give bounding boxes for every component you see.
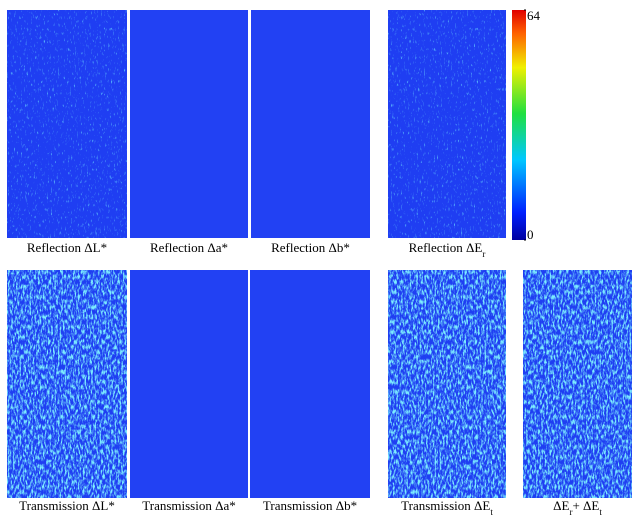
caption-part: Reflection ΔL* xyxy=(27,240,107,255)
image-panel xyxy=(130,270,248,498)
caption-part: Reflection Δa* xyxy=(150,240,228,255)
panel-background xyxy=(130,10,248,238)
panel-caption: Reflection ΔEr xyxy=(409,240,486,259)
image-panel xyxy=(523,270,632,498)
caption-part: Transmission ΔE xyxy=(401,498,490,513)
image-panel xyxy=(250,270,370,498)
panel-caption: Transmission ΔEt xyxy=(401,498,493,517)
panel-caption: Transmission Δa* xyxy=(142,498,235,513)
panel-texture xyxy=(388,270,506,498)
colorbar-label: 0 xyxy=(527,227,534,242)
caption-part: Transmission Δb* xyxy=(263,498,357,513)
panel-texture xyxy=(130,10,248,238)
panel-texture xyxy=(523,270,632,498)
caption-part: ΔE xyxy=(553,498,569,513)
panel-texture xyxy=(388,10,506,238)
panel-texture xyxy=(130,270,248,498)
image-panel xyxy=(7,270,127,498)
image-panel xyxy=(251,10,370,238)
caption-part: + ΔE xyxy=(572,498,599,513)
panel-background xyxy=(251,10,370,238)
panel-texture xyxy=(7,270,127,498)
panel-caption: Reflection ΔL* xyxy=(27,240,107,255)
colorbar-label: 64 xyxy=(527,8,541,23)
caption-part: Reflection ΔE xyxy=(409,240,483,255)
panel-background xyxy=(130,270,248,498)
panel-background xyxy=(250,270,370,498)
image-panel xyxy=(130,10,248,238)
caption-part: t xyxy=(490,507,493,517)
panel-caption: Reflection Δb* xyxy=(271,240,350,255)
caption-part: Transmission ΔL* xyxy=(19,498,115,513)
image-panel xyxy=(388,270,506,498)
colorbar xyxy=(512,10,526,240)
panel-caption: ΔEr+ ΔEt xyxy=(553,498,602,517)
caption-part: Reflection Δb* xyxy=(271,240,350,255)
panel-texture xyxy=(250,270,370,498)
panel-texture xyxy=(251,10,370,238)
panel-caption: Reflection Δa* xyxy=(150,240,228,255)
image-panel xyxy=(388,10,506,238)
caption-part: r xyxy=(482,249,485,259)
panel-texture xyxy=(7,10,127,238)
caption-part: r xyxy=(569,507,572,517)
caption-part: t xyxy=(599,507,602,517)
panel-caption: Transmission ΔL* xyxy=(19,498,115,513)
panel-caption: Transmission Δb* xyxy=(263,498,357,513)
image-panel xyxy=(7,10,127,238)
caption-part: Transmission Δa* xyxy=(142,498,235,513)
